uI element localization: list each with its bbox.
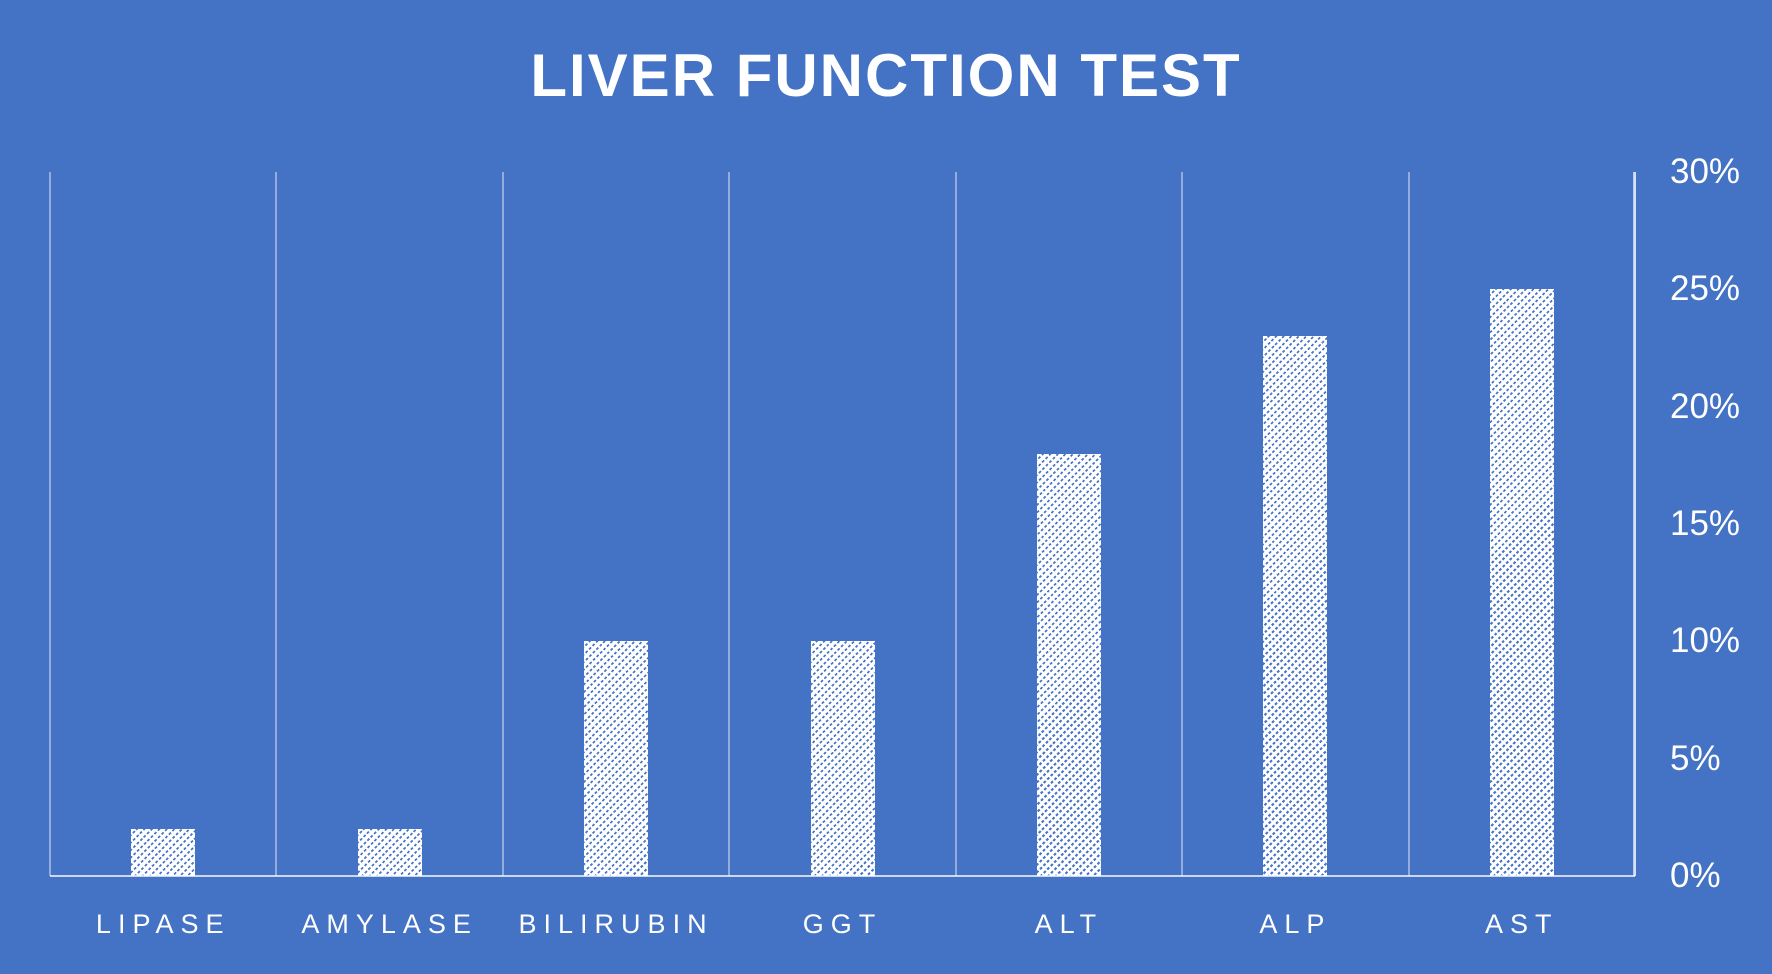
bar-amylase [357,829,422,876]
y-axis-tick-10pct: 10% [1670,621,1741,661]
bar-alt [1036,453,1101,876]
category-gridline [501,172,504,876]
chart-title: LIVER FUNCTION TEST [530,42,1242,109]
category-gridline [1407,172,1410,876]
y-axis-tick-5pct: 5% [1670,738,1721,778]
category-gridline [954,172,957,876]
bar-ast [1489,289,1554,876]
bar-lipase [131,829,196,876]
y-axis-tick-20pct: 20% [1670,386,1741,426]
category-gridline [728,172,731,876]
y-axis-tick-25pct: 25% [1670,269,1741,309]
bar-ggt [810,641,875,876]
bar-alp [1263,336,1328,876]
x-axis-label-ast: AST [1485,909,1559,939]
x-axis-label-alt: ALT [1034,909,1104,939]
x-axis-line [50,875,1635,877]
y-axis-tick-15pct: 15% [1670,504,1741,543]
x-axis-label-alp: ALP [1259,909,1332,939]
category-gridline [275,172,278,876]
x-axis-label-ggt: GGT [802,909,883,939]
y-axis-tick-0pct: 0% [1670,856,1721,895]
y-axis-line [1633,172,1636,876]
x-axis-label-bilirubin: BILIRUBIN [518,909,714,939]
y-axis-tick-30pct: 30% [1670,152,1741,191]
x-axis-label-lipase: LIPASE [95,909,231,939]
plot-area [49,172,1636,877]
bar-bilirubin [584,641,649,876]
x-axis-label-amylase: AMYLASE [301,909,478,939]
category-gridline [49,172,51,876]
category-gridline [1181,172,1184,876]
